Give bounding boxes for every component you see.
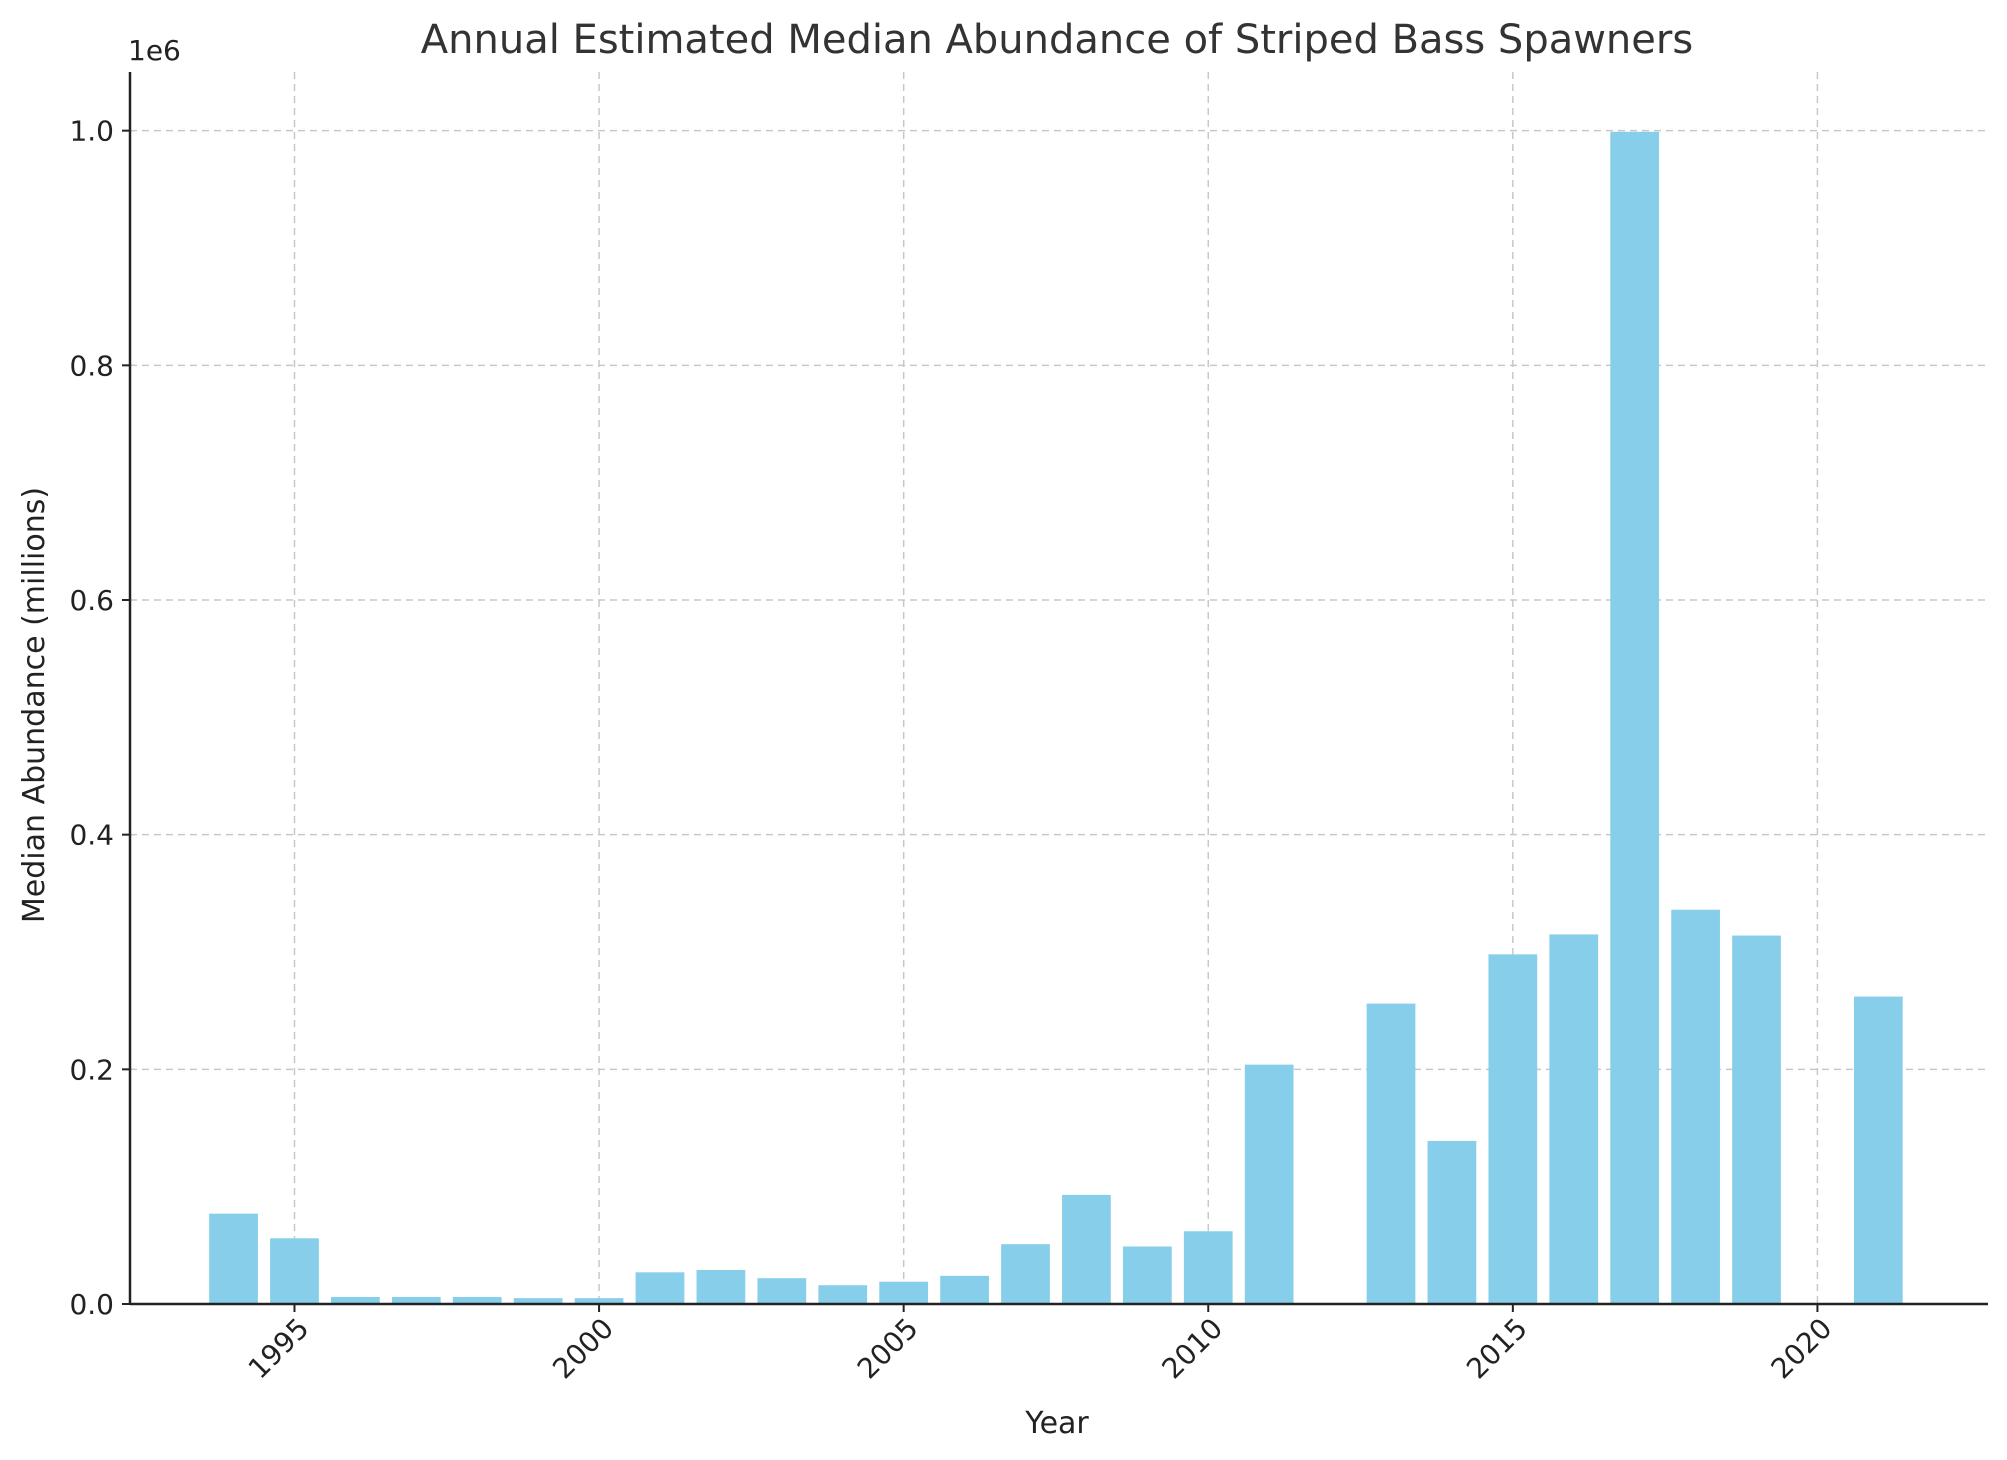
- bar-2006: [940, 1275, 989, 1304]
- bar-2005: [879, 1281, 929, 1304]
- bar-2008: [1062, 1194, 1111, 1304]
- bar-2004: [818, 1285, 868, 1304]
- bar-1995: [270, 1238, 319, 1304]
- y-tick-label: 0.0: [69, 1288, 114, 1321]
- bar-2000: [574, 1298, 624, 1304]
- chart-title: Annual Estimated Median Abundance of Str…: [421, 17, 1693, 63]
- y-tick-label: 0.6: [69, 584, 114, 617]
- x-axis-label: Year: [1024, 1406, 1089, 1441]
- bar-2013: [1366, 1003, 1416, 1304]
- bar-2003: [757, 1278, 807, 1304]
- axes: [128, 72, 1988, 1306]
- bar-2007: [1001, 1244, 1050, 1304]
- x-tick-label: 2005: [851, 1312, 925, 1386]
- bar-1999: [513, 1298, 563, 1304]
- y-tick-label: 0.2: [69, 1053, 114, 1086]
- bar-2017: [1610, 131, 1660, 1305]
- y-offset-label: 1e6: [128, 34, 181, 67]
- x-tick-label: 2000: [546, 1312, 620, 1386]
- bar-2009: [1122, 1246, 1172, 1304]
- bar-2014: [1427, 1140, 1477, 1304]
- bar-2002: [696, 1269, 746, 1304]
- bars: [209, 131, 1903, 1305]
- bar-2021: [1853, 996, 1903, 1304]
- y-tick-label: 1.0: [69, 115, 114, 148]
- bar-2011: [1244, 1064, 1294, 1304]
- bar-2010: [1183, 1231, 1233, 1304]
- y-tick-label: 0.8: [69, 349, 114, 382]
- y-tick-label: 0.4: [69, 819, 114, 852]
- bar-1998: [452, 1296, 502, 1304]
- x-tick-label: 1995: [242, 1312, 316, 1386]
- bar-1994: [209, 1213, 258, 1304]
- bar-2015: [1488, 954, 1538, 1304]
- bar-2016: [1549, 934, 1599, 1304]
- y-axis-label: Median Abundance (millions): [17, 487, 52, 923]
- x-tick-label: 2015: [1460, 1312, 1534, 1386]
- bar-1997: [391, 1296, 441, 1304]
- x-tick-label: 2010: [1155, 1312, 1229, 1386]
- bar-2019: [1732, 935, 1781, 1304]
- bar-2001: [635, 1272, 685, 1304]
- bar-2018: [1671, 909, 1720, 1304]
- x-tick-label: 2020: [1765, 1312, 1839, 1386]
- bar-1996: [331, 1296, 380, 1304]
